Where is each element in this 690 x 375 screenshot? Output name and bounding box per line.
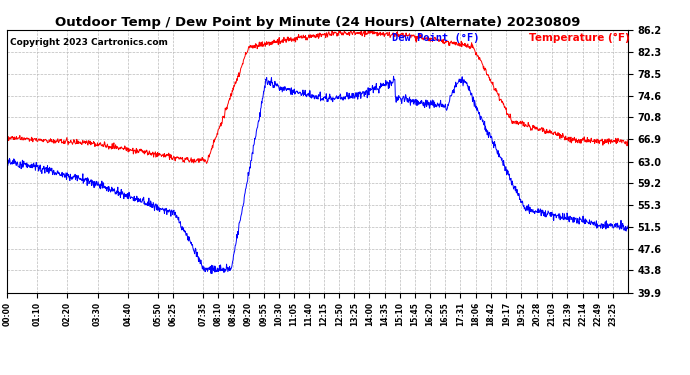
Temperature (°F) <box>368 26 376 31</box>
Temperature (°F) <box>210 138 219 142</box>
Dew Point (°F) <box>551 213 559 217</box>
Temperature (°F) <box>126 148 134 153</box>
Temperature (°F) <box>624 138 632 142</box>
Text: Dew Point (°F): Dew Point (°F) <box>392 33 480 43</box>
Dew Point (°F) <box>208 272 216 276</box>
Temperature (°F) <box>551 129 559 134</box>
Temperature (°F) <box>3 135 11 140</box>
Dew Point (°F) <box>141 202 149 207</box>
Text: Copyright 2023 Cartronics.com: Copyright 2023 Cartronics.com <box>10 38 168 47</box>
Dew Point (°F) <box>126 194 134 198</box>
Dew Point (°F) <box>210 270 219 274</box>
Dew Point (°F) <box>415 102 423 106</box>
Temperature (°F) <box>496 97 504 102</box>
Title: Outdoor Temp / Dew Point by Minute (24 Hours) (Alternate) 20230809: Outdoor Temp / Dew Point by Minute (24 H… <box>55 16 580 29</box>
Dew Point (°F) <box>496 154 504 159</box>
Text: Temperature (°F): Temperature (°F) <box>529 33 629 43</box>
Dew Point (°F) <box>3 162 11 166</box>
Dew Point (°F) <box>624 224 632 228</box>
Line: Temperature (°F): Temperature (°F) <box>7 28 628 164</box>
Line: Dew Point (°F): Dew Point (°F) <box>7 76 628 274</box>
Dew Point (°F) <box>389 74 397 78</box>
Temperature (°F) <box>141 149 149 153</box>
Temperature (°F) <box>415 33 423 38</box>
Temperature (°F) <box>203 161 211 166</box>
